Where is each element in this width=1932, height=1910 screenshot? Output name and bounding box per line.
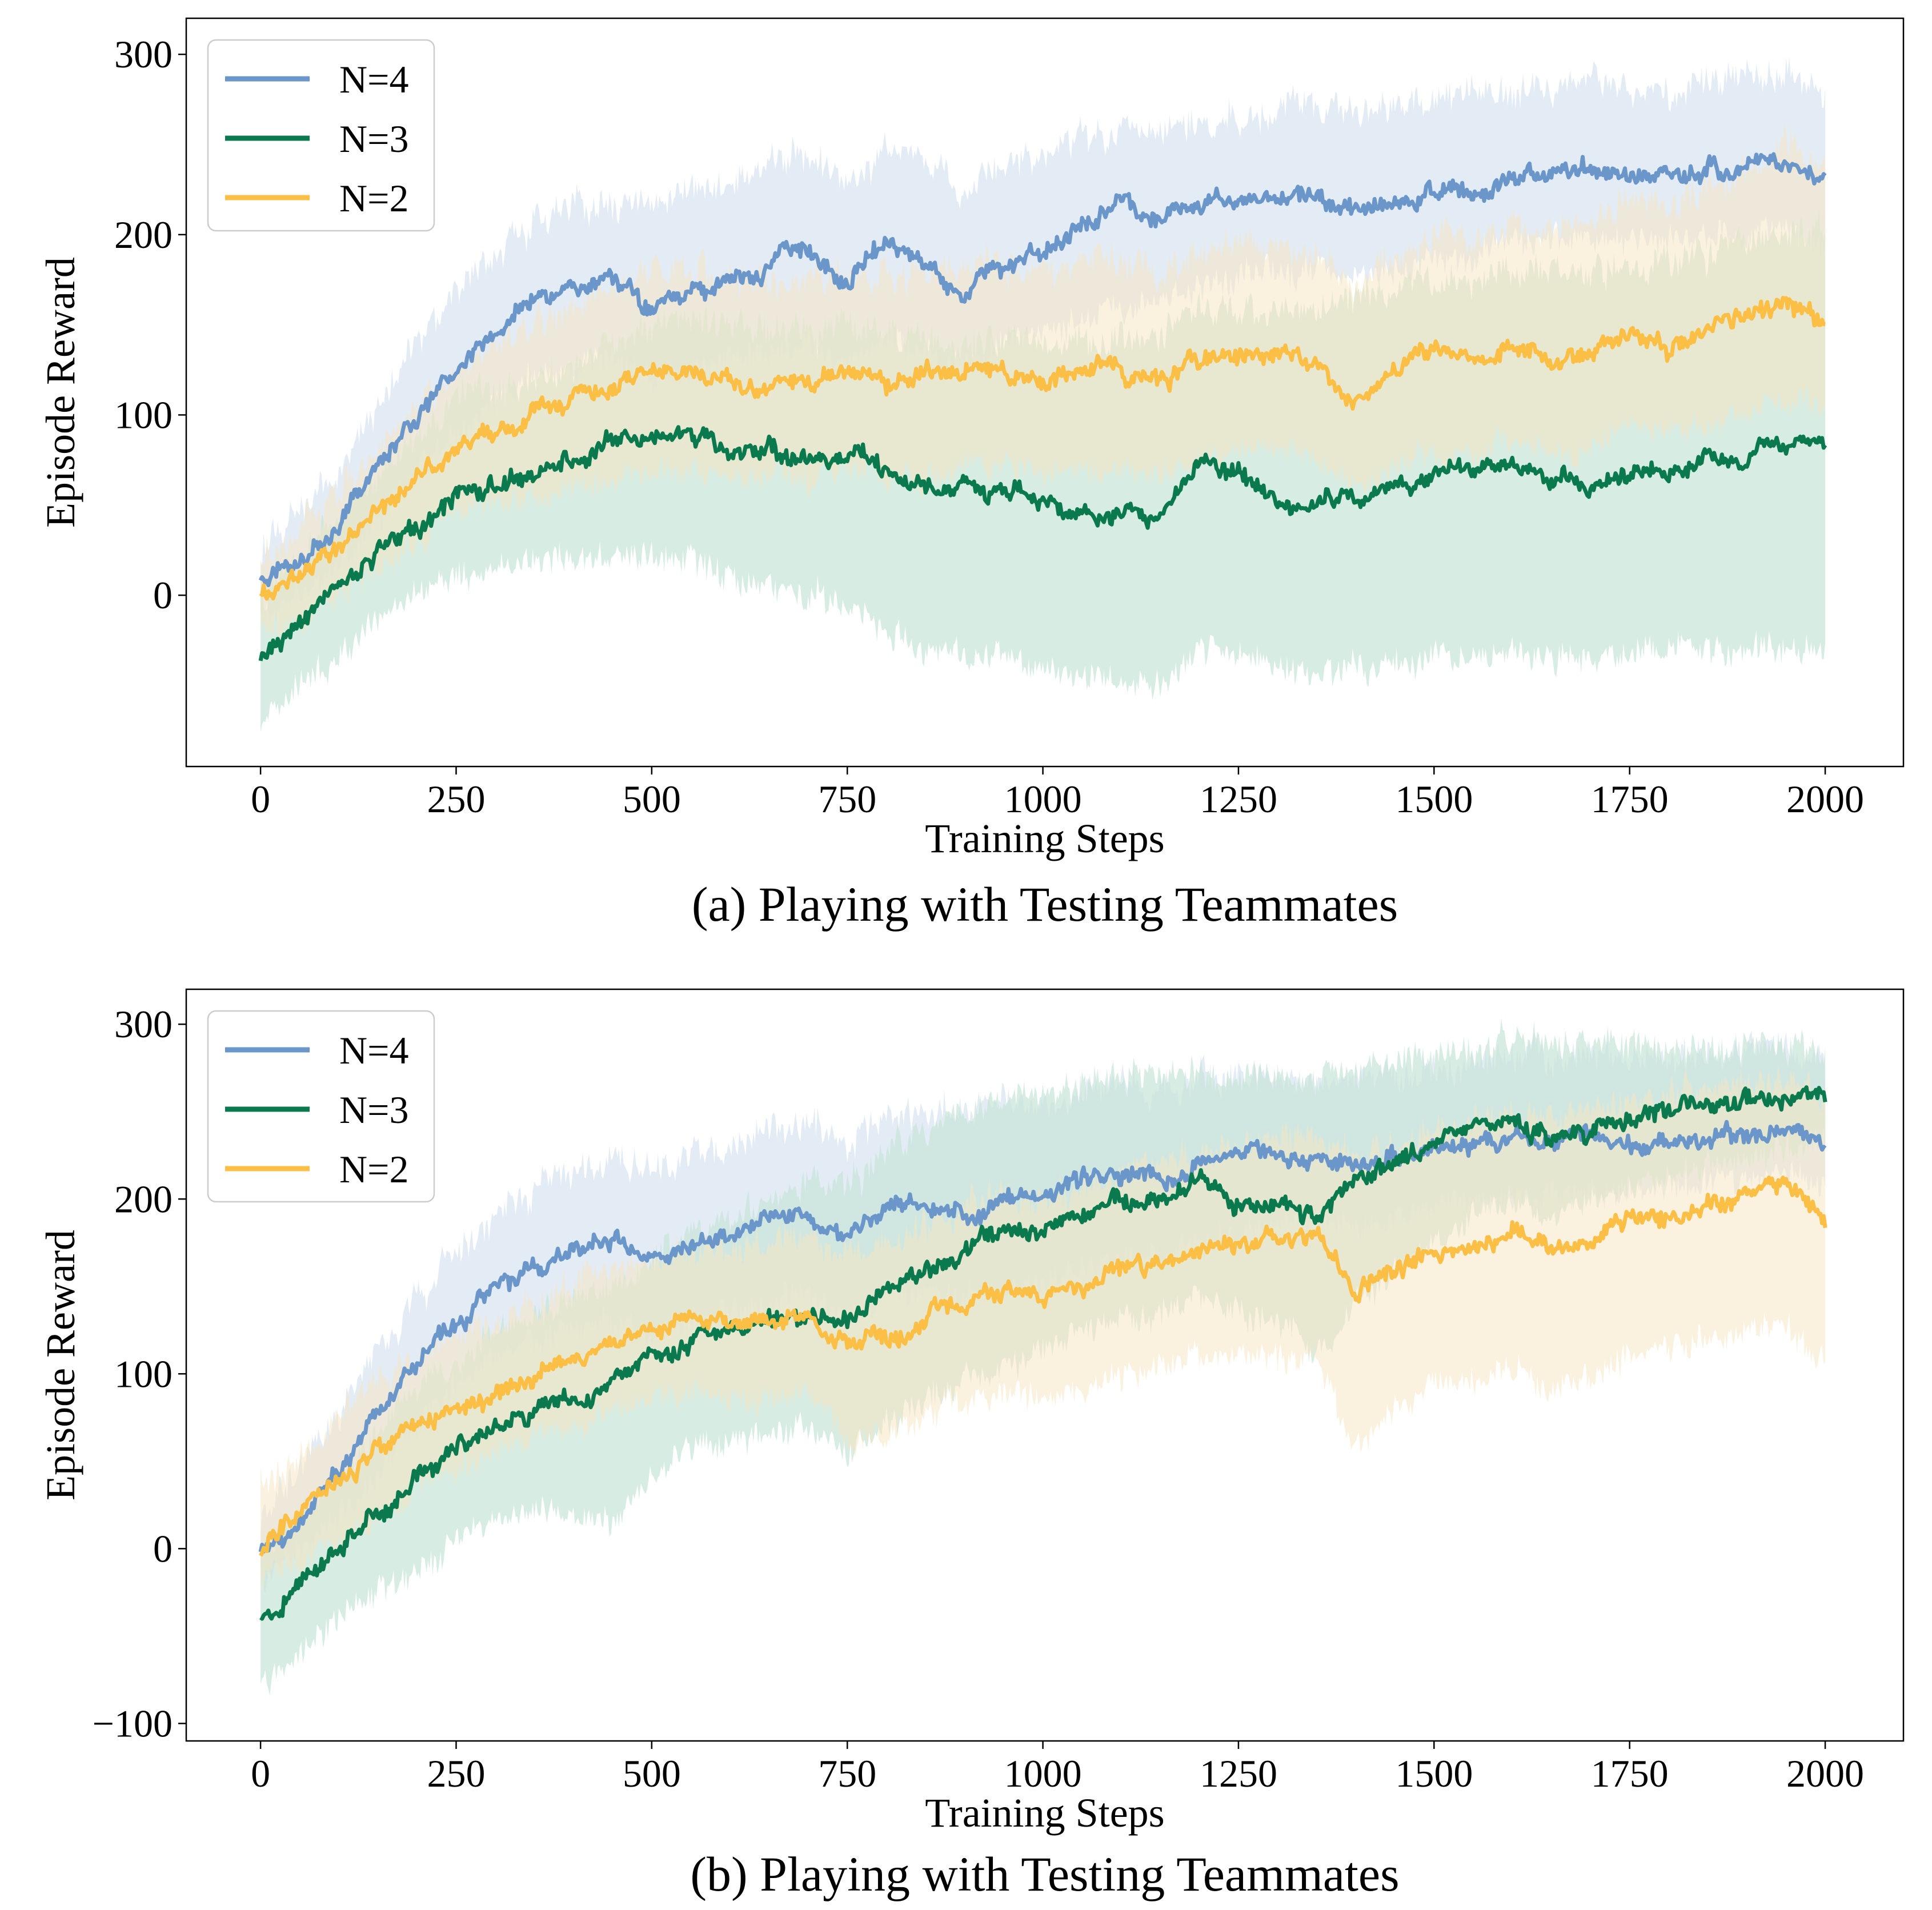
axes-frame [185, 988, 1905, 1742]
x-tick-label: 1750 [1591, 777, 1669, 821]
y-tick-label: 0 [153, 1527, 173, 1570]
x-tick-label: 1750 [1591, 1752, 1669, 1795]
panel-a: 0 250 500 750 1000 1250 1500 1750 2000 0 100 200 300… [38, 17, 1905, 932]
series-lines [258, 1085, 1827, 1621]
axes-frame [185, 17, 1905, 768]
series-lines [258, 152, 1827, 661]
legend-label-n4: N=4 [339, 58, 408, 101]
legend-label-n2: N=2 [339, 176, 408, 220]
panel-caption: (b) Playing with Testing Teammates [690, 1847, 1399, 1901]
y-tick-label: 200 [114, 1177, 173, 1221]
legend: N=4 N=3 N=2 [207, 1010, 435, 1203]
x-axis-label: Training Steps [925, 1790, 1164, 1836]
y-axis-label: Episode Reward [38, 1230, 83, 1500]
plot-area [258, 56, 1827, 733]
y-tick-label: 100 [114, 393, 173, 436]
x-tick-label: 2000 [1786, 777, 1864, 821]
y-tick-label: −100 [93, 1702, 173, 1745]
x-tick-label: 1000 [1004, 777, 1082, 821]
legend-box [207, 39, 435, 232]
x-tick-label: 500 [623, 1752, 681, 1795]
series-line-n2 [259, 1175, 1827, 1557]
legend-label-n3: N=3 [339, 1088, 408, 1131]
panel-b: 0 250 500 750 1000 1250 1500 1750 2000 −100 0 100 20… [38, 988, 1905, 1901]
y-tick-label: 300 [114, 33, 173, 76]
y-tick-label: 100 [114, 1352, 173, 1395]
legend: N=4 N=3 N=2 [207, 39, 435, 232]
series-line-n3 [258, 425, 1827, 661]
x-axis-label: Training Steps [925, 816, 1164, 861]
x-tick-label: 1250 [1200, 1752, 1277, 1795]
legend-label-n2: N=2 [339, 1147, 408, 1191]
band-n2 [260, 1062, 1826, 1592]
band-n4 [260, 56, 1826, 624]
x-tick-label: 250 [427, 1752, 485, 1795]
panel-caption: (a) Playing with Testing Teammates [692, 877, 1398, 932]
x-tick-label: 750 [818, 1752, 876, 1795]
series-line-n2 [259, 295, 1826, 601]
x-tick-label: 0 [251, 1752, 270, 1795]
x-tick-label: 1500 [1395, 1752, 1473, 1795]
x-tick-label: 750 [818, 777, 876, 821]
x-tick-label: 500 [623, 777, 681, 821]
x-tick-label: 1000 [1004, 1752, 1082, 1795]
x-tick-label: 1500 [1395, 777, 1473, 821]
y-tick-label: 300 [114, 1002, 173, 1046]
legend-label-n4: N=4 [339, 1029, 408, 1072]
y-axis-label: Episode Reward [38, 257, 83, 528]
series-line-n3 [259, 1085, 1827, 1621]
series-line-n4 [258, 152, 1827, 588]
x-tick-label: 0 [251, 777, 270, 821]
legend-label-n3: N=3 [339, 117, 408, 160]
legend-box [207, 1010, 435, 1203]
confidence-bands [260, 1018, 1826, 1696]
plot-area [258, 1018, 1827, 1696]
x-tick-label: 1250 [1200, 777, 1277, 821]
y-tick-label: 200 [114, 213, 173, 256]
confidence-bands [260, 56, 1826, 733]
x-tick-label: 2000 [1786, 1752, 1864, 1795]
y-tick-label: 0 [153, 573, 173, 617]
x-tick-label: 250 [427, 777, 485, 821]
